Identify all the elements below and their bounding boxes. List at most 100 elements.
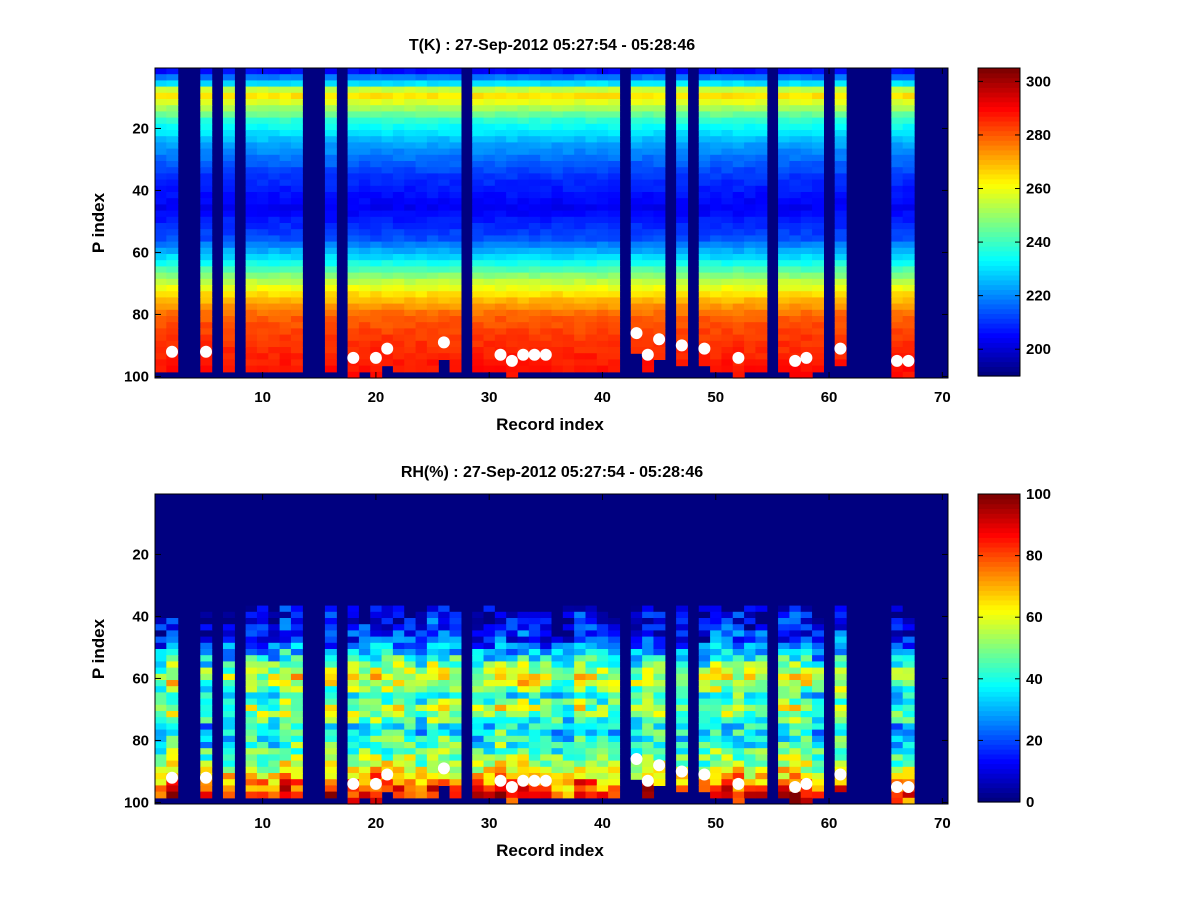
heatmap-cell <box>891 340 904 348</box>
heatmap-cell <box>834 303 847 311</box>
heatmap-cell <box>166 173 179 181</box>
heatmap-cell <box>528 748 541 755</box>
heatmap-cell <box>245 204 258 212</box>
heatmap-cell <box>653 649 666 656</box>
heatmap-cell <box>744 556 757 563</box>
heatmap-cell <box>721 111 734 119</box>
heatmap-cell <box>256 210 269 218</box>
heatmap-cell <box>778 512 790 520</box>
heatmap-cell <box>324 506 337 514</box>
heatmap-cell <box>415 500 428 507</box>
heatmap-cell <box>449 760 462 768</box>
heatmap-cell <box>415 136 428 143</box>
heatmap-cell <box>574 568 587 576</box>
heatmap-cell <box>732 711 745 718</box>
heatmap-cell <box>585 204 598 212</box>
heatmap-cell <box>200 686 213 693</box>
heatmap-cell <box>279 537 292 545</box>
heatmap-cell <box>653 723 666 731</box>
heatmap-cell <box>562 642 575 650</box>
heatmap-cell <box>755 649 768 656</box>
heatmap-cell <box>551 543 564 551</box>
heatmap-cell <box>166 661 179 669</box>
heatmap-cell <box>472 587 485 594</box>
heatmap-cell <box>891 729 904 737</box>
heatmap-cell <box>426 661 439 669</box>
heatmap-cell <box>551 711 564 718</box>
heatmap-cell <box>200 543 213 551</box>
heatmap-cell <box>902 247 915 255</box>
heatmap-cell <box>744 130 757 137</box>
heatmap-cell <box>426 247 439 255</box>
heatmap-cell <box>381 353 394 360</box>
heatmap-cell <box>608 704 621 712</box>
heatmap-cell <box>404 779 417 786</box>
heatmap-cell <box>574 785 587 793</box>
heatmap-cell <box>222 111 235 119</box>
heatmap-cell <box>755 241 768 249</box>
heatmap-cell <box>800 111 813 119</box>
heatmap-cell <box>381 167 394 174</box>
heatmap-cell <box>438 266 451 274</box>
heatmap-cell <box>676 636 689 644</box>
heatmap-cell <box>528 117 541 125</box>
heatmap-cell <box>596 556 609 563</box>
heatmap-cell <box>392 247 405 255</box>
heatmap-cell <box>812 711 824 718</box>
heatmap-cell <box>392 117 405 125</box>
heatmap-cell <box>290 642 303 650</box>
heatmap-cell <box>834 136 847 143</box>
heatmap-cell <box>744 568 757 576</box>
heatmap-cell <box>574 347 587 354</box>
heatmap-cell <box>574 365 587 373</box>
heatmap-cell <box>494 322 507 329</box>
heatmap-cell <box>562 80 575 88</box>
heatmap-cell <box>279 68 292 75</box>
heatmap-cell <box>166 154 179 162</box>
heatmap-cell <box>812 74 824 81</box>
heatmap-cell <box>755 494 768 501</box>
heatmap-cell <box>222 117 235 125</box>
heatmap-cell <box>256 148 269 156</box>
heatmap-cell <box>200 167 213 174</box>
heatmap-cell <box>540 605 553 613</box>
heatmap-cell <box>404 210 417 218</box>
heatmap-cell <box>698 173 711 181</box>
heatmap-cell <box>710 791 723 799</box>
heatmap-cell <box>710 334 723 342</box>
heatmap-cell <box>392 223 405 230</box>
heatmap-cell <box>415 791 428 799</box>
heatmap-cell <box>540 642 553 650</box>
heatmap-cell <box>676 611 689 619</box>
heatmap-cell <box>426 766 439 774</box>
heatmap-cell <box>800 167 813 174</box>
colorbar-segment <box>978 236 1020 242</box>
heatmap-cell <box>755 353 768 360</box>
heatmap-cell <box>630 272 643 280</box>
heatmap-cell <box>506 204 519 212</box>
heatmap-cell <box>256 167 269 174</box>
heatmap-cell <box>721 723 734 731</box>
heatmap-cell <box>517 117 530 125</box>
heatmap-cell <box>256 105 269 112</box>
heatmap-cell <box>494 204 507 212</box>
heatmap-cell <box>381 260 394 267</box>
heatmap-cell <box>891 309 904 317</box>
heatmap-cell <box>449 580 462 588</box>
heatmap-cell <box>245 618 258 625</box>
heatmap-cell <box>630 568 643 576</box>
heatmap-cell <box>528 260 541 267</box>
heatmap-cell <box>358 525 371 532</box>
heatmap-cell <box>676 136 689 143</box>
heatmap-cell <box>608 785 621 793</box>
heatmap-cell <box>415 185 428 193</box>
heatmap-cell <box>245 92 258 100</box>
heatmap-cell <box>449 605 462 613</box>
heatmap-cell <box>596 766 609 774</box>
heatmap-cell <box>574 185 587 193</box>
heatmap-cell <box>574 692 587 700</box>
heatmap-cell <box>472 704 485 712</box>
heatmap-cell <box>290 611 303 619</box>
heatmap-cell <box>166 642 179 650</box>
heatmap-cell <box>392 773 405 780</box>
